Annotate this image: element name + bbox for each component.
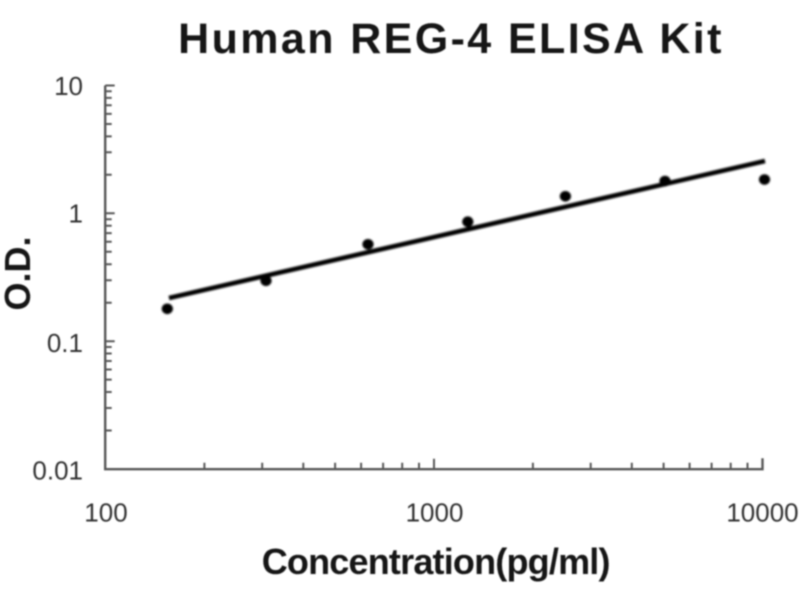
svg-text:Human REG-4 ELISA Kit: Human REG-4 ELISA Kit [178, 15, 724, 63]
svg-text:10: 10 [54, 71, 83, 101]
svg-text:O.D.: O.D. [0, 236, 38, 310]
svg-text:Concentration(pg/ml): Concentration(pg/ml) [262, 541, 610, 582]
svg-text:1: 1 [69, 199, 83, 229]
svg-text:10000: 10000 [726, 498, 798, 528]
svg-text:0.1: 0.1 [47, 328, 83, 358]
svg-text:1000: 1000 [406, 498, 464, 528]
svg-text:0.01: 0.01 [32, 456, 83, 486]
svg-text:100: 100 [84, 498, 127, 528]
